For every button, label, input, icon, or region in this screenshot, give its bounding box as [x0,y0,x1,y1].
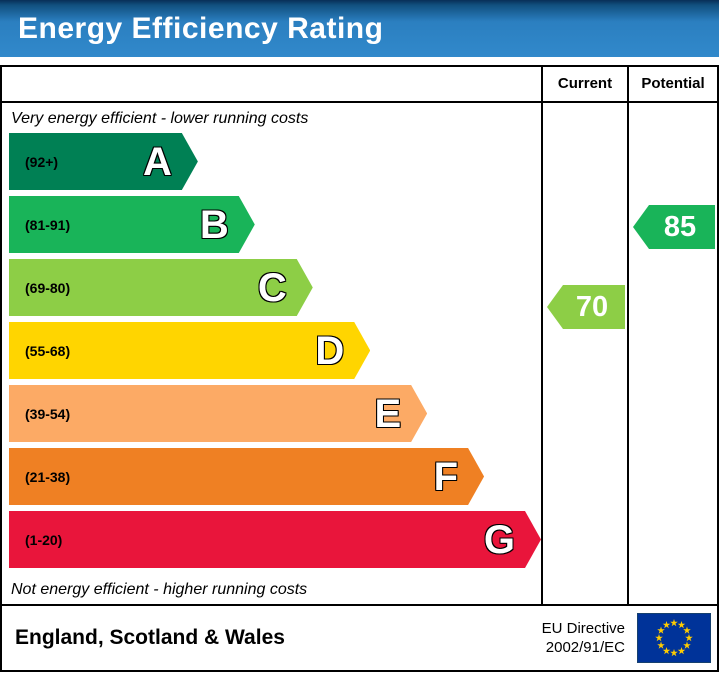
band-letter: D [315,328,345,373]
footer: England, Scotland & Wales EU Directive 2… [0,604,719,672]
band-B: (81-91) B [9,196,255,253]
band-range-label: (81-91) [25,216,71,233]
band-row: (21-38) F [9,448,541,505]
current-value: 70 [575,290,609,323]
eu-directive-line2: 2002/91/EC [545,639,625,656]
eu-flag [637,613,711,663]
band-range-label: (92+) [25,153,59,170]
current-indicator: 70 [547,285,625,329]
band-row: (92+) A [9,133,541,190]
potential-column-header: Potential [641,75,705,92]
chart-header-row: Current Potential [2,67,717,103]
band-letter: B [199,202,229,247]
band-range-label: (69-80) [25,279,71,296]
band-G: (1-20) G [9,511,541,568]
eu-directive-line1: EU Directive [541,619,625,637]
band-letter: G [483,517,515,562]
page-title: Energy Efficiency Rating [18,11,384,45]
top-note: Very energy efficient - lower running co… [11,110,309,127]
current-column-divider [541,67,543,604]
band-letter: A [142,139,172,184]
band-row: (1-20) G [9,511,541,568]
current-column-header: Current [557,75,613,92]
title-bar: Energy Efficiency Rating [0,0,719,57]
band-letter: F [433,454,459,499]
band-D: (55-68) D [9,322,370,379]
potential-value: 85 [663,210,697,243]
region-label: England, Scotland & Wales [15,626,285,649]
eu-flag-svg [638,614,710,662]
band-C: (69-80) C [9,259,313,316]
band-row: (55-68) D [9,322,541,379]
band-range-label: (21-38) [25,468,71,485]
band-range-label: (39-54) [25,405,71,422]
band-row: (69-80) C [9,259,541,316]
band-letter: C [257,265,287,310]
band-row: (81-91) B [9,196,541,253]
band-letter: E [374,391,402,436]
bottom-note: Not energy efficient - higher running co… [11,581,308,598]
energy-efficiency-chart: Current Potential Very energy efficient … [0,65,719,606]
potential-column-divider [627,67,629,604]
potential-indicator: 85 [633,205,715,249]
band-row: (39-54) E [9,385,541,442]
band-A: (92+) A [9,133,198,190]
band-range-label: (1-20) [25,531,63,548]
band-E: (39-54) E [9,385,427,442]
bands: (92+) A (81-91) B (69-80) C (55-68) D (3… [2,133,541,568]
band-F: (21-38) F [9,448,484,505]
eu-directive-label: EU Directive 2002/91/EC [542,619,625,658]
band-range-label: (55-68) [25,342,71,359]
